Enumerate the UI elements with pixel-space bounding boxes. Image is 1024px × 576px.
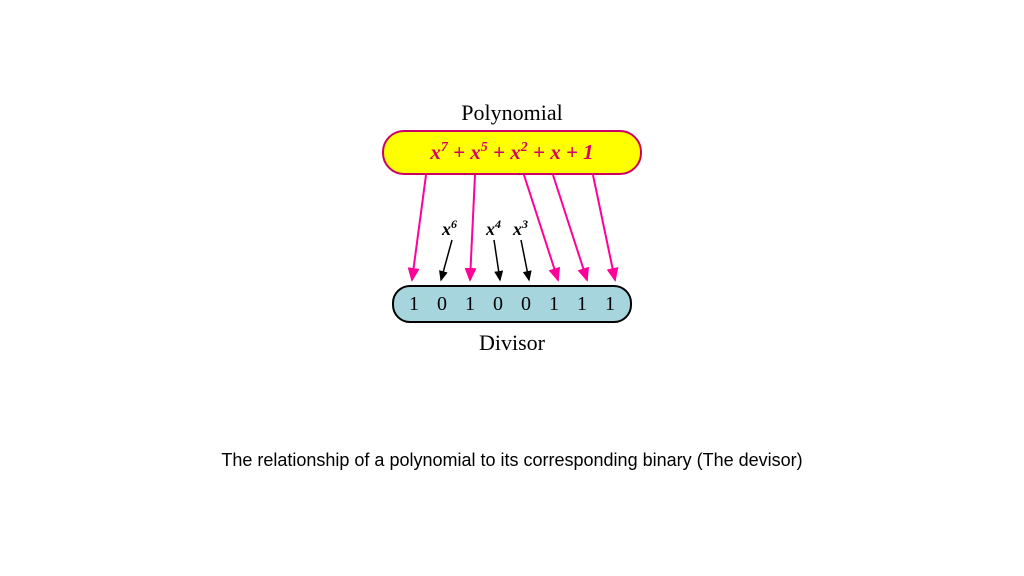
pink-arrow [412, 175, 426, 280]
polynomial-diagram: Polynomial x7 + x5 + x2 + x + 1 x6 x4 x3 1… [340, 100, 684, 380]
binary-box: 10100111 [392, 285, 632, 323]
binary-bit: 1 [400, 293, 428, 316]
black-arrow [521, 240, 529, 280]
binary-bit: 1 [568, 293, 596, 316]
black-arrow [494, 240, 500, 280]
pink-arrow [593, 175, 615, 280]
polynomial-expression: x7 + x5 + x2 + x + 1 [430, 140, 593, 165]
mid-term: x6 [442, 217, 457, 240]
binary-bit: 0 [428, 293, 456, 316]
pink-arrow [470, 175, 475, 280]
binary-bit: 1 [596, 293, 624, 316]
mid-term: x4 [486, 217, 501, 240]
pink-arrow [524, 175, 558, 280]
binary-bit: 1 [540, 293, 568, 316]
black-arrow [441, 240, 452, 280]
pink-arrow [553, 175, 587, 280]
caption-text: The relationship of a polynomial to its … [0, 450, 1024, 471]
polynomial-label: Polynomial [340, 100, 684, 126]
binary-bit: 0 [484, 293, 512, 316]
binary-bit: 0 [512, 293, 540, 316]
divisor-label: Divisor [340, 330, 684, 356]
mid-term: x3 [513, 217, 528, 240]
binary-bit: 1 [456, 293, 484, 316]
polynomial-box: x7 + x5 + x2 + x + 1 [382, 130, 642, 175]
